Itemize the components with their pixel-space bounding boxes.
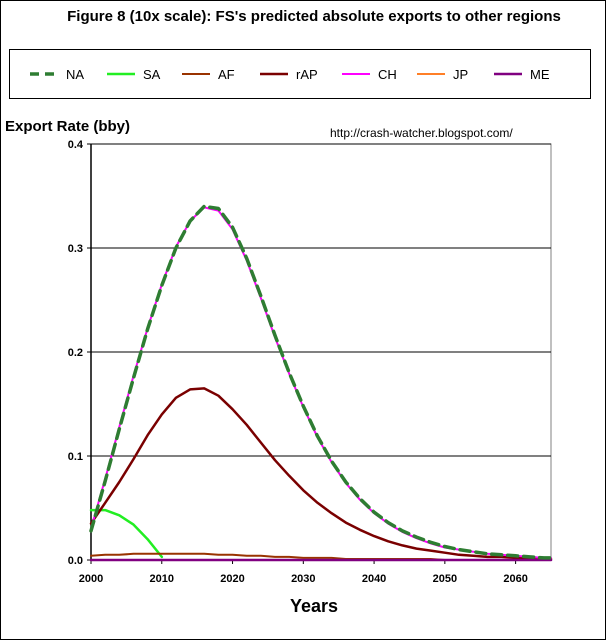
legend-item-sa: SA [105,50,160,98]
legend-item-me: ME [492,50,550,98]
x-tick-label: 2060 [503,573,527,585]
chart-title: Figure 8 (10x scale): FS's predicted abs… [67,8,561,25]
legend-label: ME [530,66,550,82]
legend-swatch [417,73,445,75]
x-tick-label: 2030 [291,573,315,585]
legend-label: NA [66,66,85,82]
series-line-na [89,204,553,560]
legend-label: CH [378,66,397,82]
x-tick-label: 2010 [150,573,174,585]
legend-swatch [260,72,288,76]
legend-swatch [182,73,210,75]
legend-swatch [342,73,370,75]
x-tick-label: 2000 [79,573,103,585]
legend-label: AF [218,66,235,82]
legend-label: SA [143,66,161,82]
source-annotation: http://crash-watcher.blogspot.com/ [330,126,513,140]
legend: NA SA AF rAP CH JP ME [9,49,591,99]
legend-label: rAP [296,66,318,82]
x-tick-label: 2050 [433,573,457,585]
y-tick-label: 0.3 [68,243,83,255]
x-axis-label: Years [289,596,339,616]
series-line-sa [89,508,164,559]
legend-item-jp: JP [415,50,468,98]
legend-swatch [494,72,522,76]
legend-item-ch: CH [340,50,397,98]
legend-swatch [30,72,58,76]
x-tick-label: 2040 [362,573,386,585]
x-tick-label: 2020 [220,573,244,585]
y-axis-label: Export Rate (bby) [5,118,131,135]
y-tick-label: 0.0 [68,555,83,567]
legend-item-af: AF [180,50,235,98]
legend-item-na: NA [28,50,84,98]
legend-item-rap: rAP [258,50,318,98]
y-tick-label: 0.2 [68,347,83,359]
series-line-rap [89,387,553,561]
legend-label: JP [453,66,469,82]
y-tick-label: 0.1 [68,451,83,463]
y-tick-label: 0.4 [68,139,84,151]
legend-swatch [107,72,135,76]
